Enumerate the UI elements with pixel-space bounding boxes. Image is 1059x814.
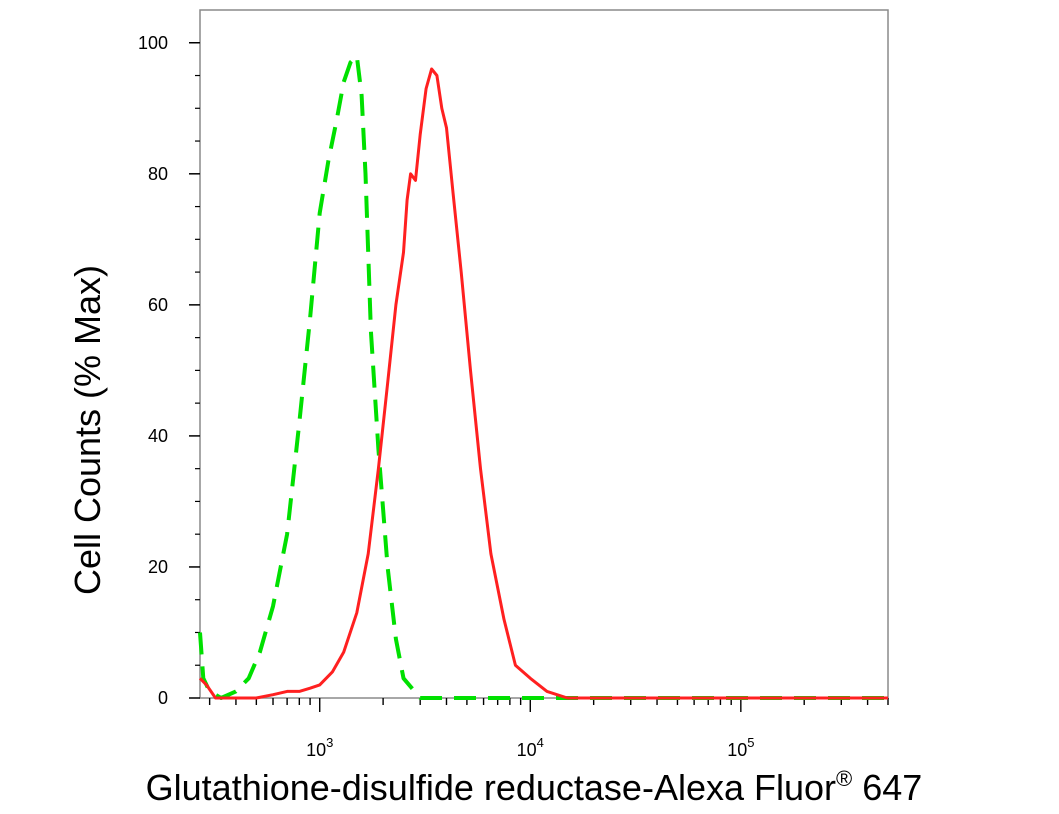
x-axis-title-main: Glutathione-disulfide reductase-Alexa Fl… bbox=[146, 767, 836, 808]
plot-area-frame bbox=[199, 9, 889, 699]
y-tick-label: 80 bbox=[148, 164, 168, 184]
x-tick-exponent: 4 bbox=[537, 735, 544, 750]
x-tick-exponent: 5 bbox=[747, 735, 754, 750]
series-line-solid-sample bbox=[198, 67, 888, 700]
x-tick-base: 10 bbox=[517, 740, 537, 760]
x-axis-title: Glutathione-disulfide reductase-Alexa Fl… bbox=[146, 766, 923, 808]
x-tick-base: 10 bbox=[306, 740, 326, 760]
x-axis: 103 104 105 bbox=[208, 698, 889, 760]
y-tick-label: 100 bbox=[138, 33, 168, 53]
y-tick-label: 0 bbox=[158, 688, 168, 708]
x-axis-title-suffix: 647 bbox=[852, 767, 922, 808]
series-layer bbox=[198, 53, 888, 700]
y-axis-title: Cell Counts (% Max) bbox=[67, 265, 108, 595]
x-tick-label: 103 bbox=[306, 735, 333, 760]
y-tick-label: 40 bbox=[148, 426, 168, 446]
y-tick-label: 20 bbox=[148, 557, 168, 577]
x-axis-title-superscript: ® bbox=[836, 766, 852, 791]
x-tick-label: 105 bbox=[727, 735, 754, 760]
x-tick-base: 10 bbox=[727, 740, 747, 760]
y-tick-label: 60 bbox=[148, 295, 168, 315]
x-tick-exponent: 3 bbox=[326, 735, 333, 750]
y-axis: 0 20 40 60 80 100 bbox=[138, 33, 200, 708]
series-line-dashed-control bbox=[198, 53, 888, 700]
x-tick-label: 104 bbox=[517, 735, 544, 760]
